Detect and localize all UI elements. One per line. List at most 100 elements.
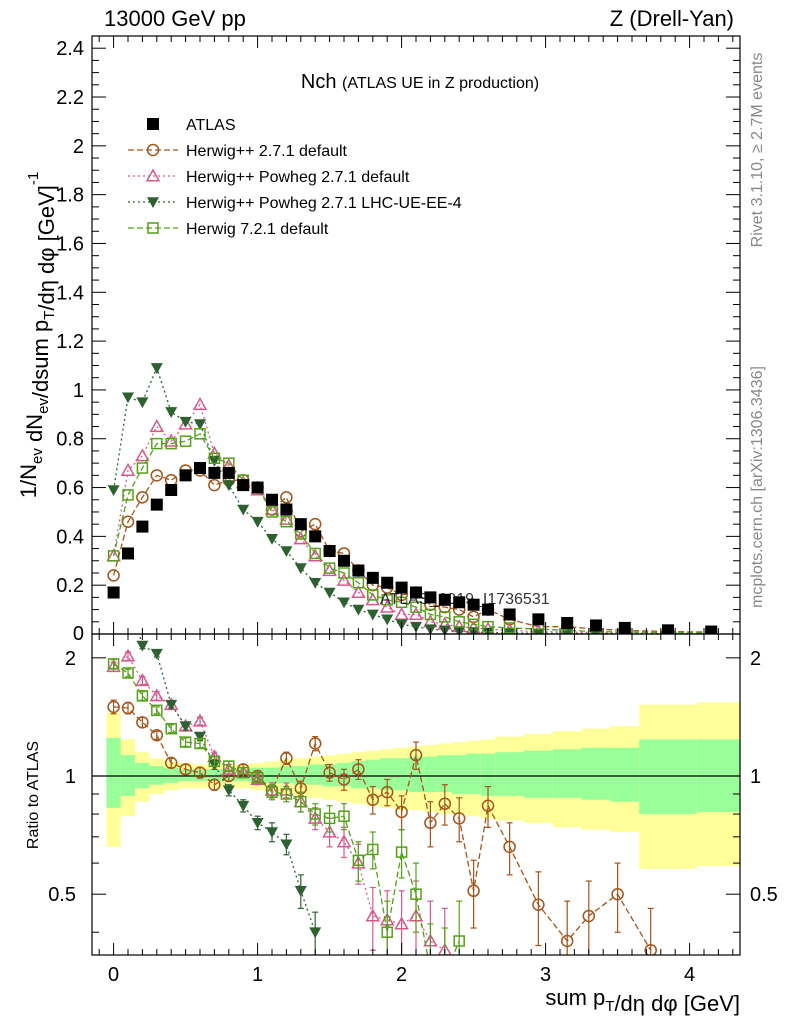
ratio-point [237, 766, 249, 779]
y-axis-label-part: dN [22, 414, 47, 448]
inner-band-bin [466, 753, 481, 794]
legend-label: Herwig 7.2.1 default [186, 221, 329, 238]
ratio-point [394, 916, 409, 930]
ratio-point [481, 799, 495, 812]
data-point [122, 392, 134, 404]
data-point [338, 554, 350, 567]
data-point [107, 550, 120, 562]
series-line [112, 432, 712, 634]
data-point [351, 584, 366, 599]
y-tick-label: 0.8 [56, 429, 84, 451]
data-point [532, 628, 545, 634]
data-point [338, 567, 350, 579]
ratio-point [266, 786, 278, 798]
data-point [408, 606, 424, 621]
data-point [381, 594, 393, 606]
inner-band-bin [581, 747, 611, 800]
data-point [381, 576, 394, 589]
ratio-point [121, 701, 135, 715]
data-point [352, 564, 365, 577]
legend-marker [147, 197, 159, 208]
data-point [165, 483, 178, 496]
ratio-point [323, 812, 336, 825]
data-point [150, 363, 163, 374]
inner-band-bin [365, 759, 380, 789]
legend-label: Herwig++ Powheg 2.7.1 LHC-UE-EE-4 [186, 195, 462, 212]
data-point [338, 597, 350, 609]
y-axis-label-part: 1/N [16, 464, 41, 498]
x-tick-label: 2 [396, 964, 407, 986]
data-point [280, 503, 293, 516]
ratio-point [352, 854, 365, 867]
ratio-point [582, 909, 596, 923]
process-label: Z (Drell-Yan) [609, 6, 734, 31]
y-axis-label-part: -1 [25, 172, 42, 185]
data-point [307, 548, 323, 562]
data-point [280, 546, 293, 558]
ratio-series-2 [136, 634, 322, 955]
y-axis-label-part: T [41, 311, 58, 320]
ratio-point [452, 812, 466, 825]
legend-label: Herwig++ 2.7.1 default [186, 143, 348, 160]
data-point [439, 611, 451, 623]
ratio-point [164, 756, 178, 770]
y-tick-label: 1.4 [56, 282, 84, 304]
y-axis-label-part: /dsum p [28, 320, 53, 398]
data-point [222, 466, 235, 479]
data-point [163, 433, 179, 447]
legend-label: Herwig++ Powheg 2.7.1 default [186, 169, 410, 186]
inner-band-bin [452, 755, 467, 794]
ratio-point [644, 943, 657, 955]
ratio-point [611, 887, 624, 901]
data-point [194, 419, 206, 431]
data-point [438, 593, 451, 606]
ratio-point [280, 839, 293, 851]
ratio-point [352, 763, 365, 776]
data-point [309, 577, 322, 589]
data-point [410, 601, 422, 613]
ratio-point [221, 761, 237, 775]
decorations: 0 1 2 3 4 0.2 0.4 0.6 0.8 1 1.2 1.4 1.6 1.8 2 2.2 2.4 0 0.… [16, 35, 778, 1016]
ratio-point [150, 648, 163, 660]
watermark: ATLAS_2019_I1736531 [380, 591, 550, 608]
ratio-point [120, 648, 136, 662]
data-point [120, 462, 136, 477]
data-point [179, 469, 192, 482]
data-point [590, 619, 602, 632]
data-point [121, 515, 135, 528]
inner-band-bin [610, 747, 640, 802]
data-point [280, 491, 293, 504]
ratio-point [295, 795, 307, 808]
y-tick-label: 0 [73, 623, 84, 645]
data-point [264, 501, 280, 516]
inner-band-bin [394, 758, 409, 791]
legend-label: ATLAS [186, 117, 236, 134]
inner-band-bin [207, 769, 222, 782]
data-point [705, 625, 718, 634]
x-axis-label-part: /dη dφ [GeV] [614, 991, 740, 1016]
data-point [381, 614, 394, 626]
y-tick-label: 0.6 [56, 478, 84, 500]
data-point [237, 504, 250, 516]
data-point [410, 621, 422, 633]
data-point [179, 416, 192, 428]
x-tick-label: 3 [540, 964, 551, 986]
ratio-point [266, 827, 278, 839]
ratio-point [336, 834, 352, 848]
y-axis-label: 1/Nev dNev/dsum pT/dη dφ [GeV]-1 [16, 172, 59, 499]
data-point [503, 622, 516, 634]
data-point [266, 506, 278, 518]
data-point [294, 563, 307, 575]
inner-band-bin [552, 749, 582, 798]
data-point [251, 481, 264, 494]
y-tick-label: 2.2 [56, 87, 84, 109]
ratio-point [395, 846, 408, 858]
ratio-data [106, 634, 657, 955]
ratio-y-tick-label: 0.5 [48, 884, 76, 906]
main-panel [106, 363, 718, 634]
x-tick-label: 0 [108, 964, 119, 986]
data-point [279, 511, 294, 525]
y-tick-label: 0.2 [56, 575, 84, 597]
ratio-point [165, 722, 177, 735]
data-point [662, 624, 674, 634]
